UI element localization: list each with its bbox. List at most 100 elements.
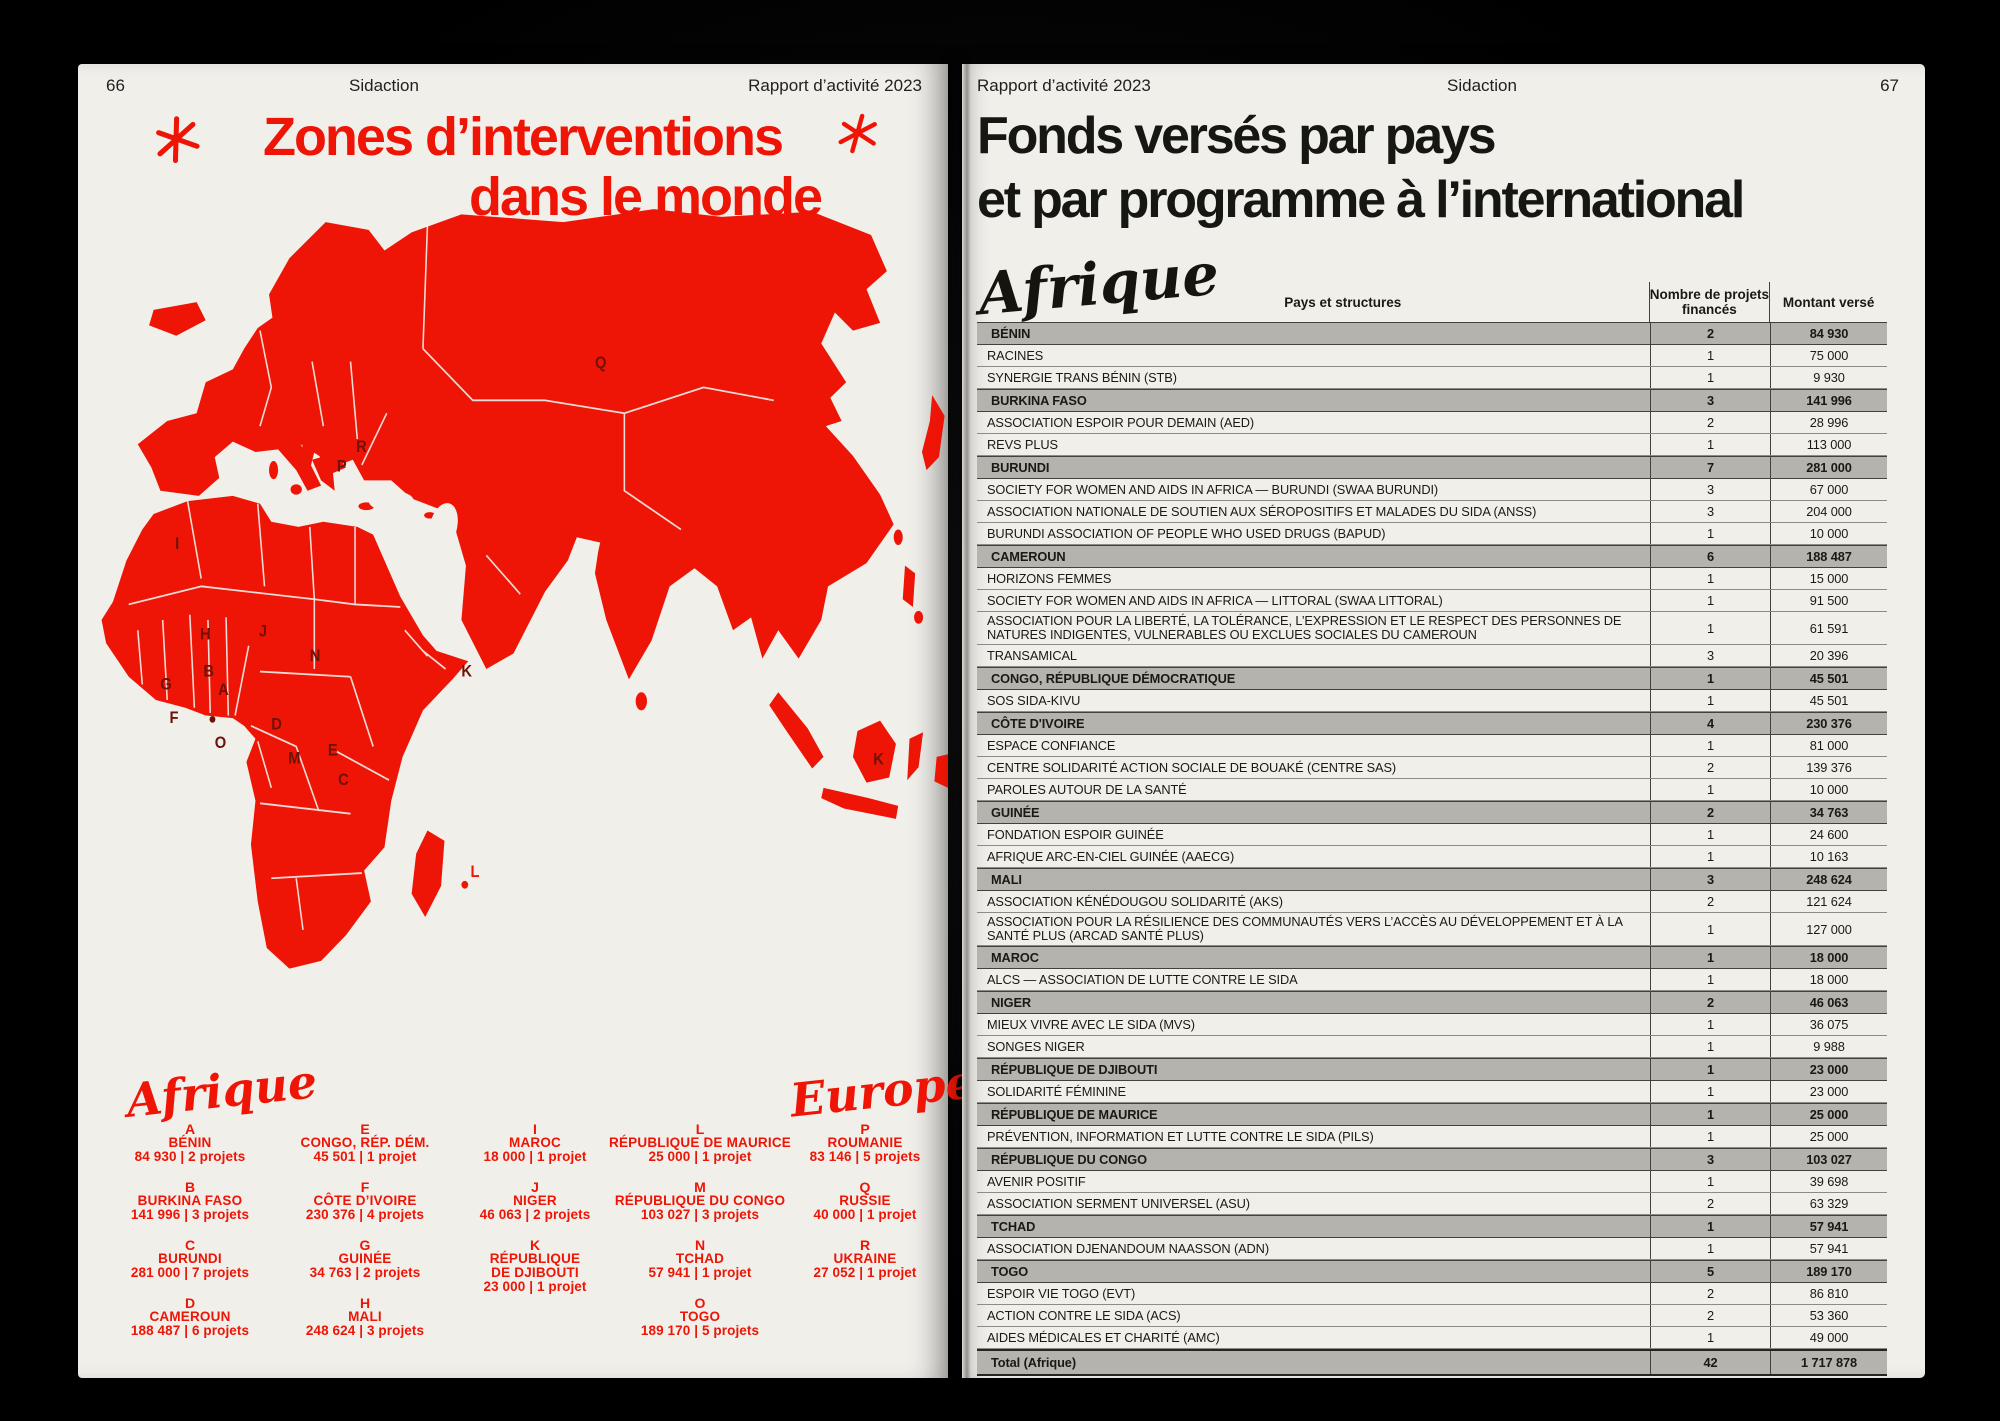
cell-amount: 121 624 xyxy=(1770,891,1887,912)
table-row: ASSOCIATION POUR LA LIBERTÉ, LA TOLÉRANC… xyxy=(977,612,1887,645)
cell-structure-name: AFRIQUE ARC-EN-CIEL GUINÉE (AAECG) xyxy=(987,848,1235,864)
legend-country: RÉPUBLIQUE DU CONGO xyxy=(614,1193,786,1208)
cell-projects-count: 3 xyxy=(1650,1149,1770,1170)
cell-structure-name: SOCIETY FOR WOMEN AND AIDS IN AFRICA — L… xyxy=(987,592,1443,608)
cell-structure-name: SOS SIDA-KIVU xyxy=(987,692,1081,708)
cell-projects-count: 1 xyxy=(1650,1081,1770,1102)
legend-letter: I xyxy=(533,1121,537,1137)
map-label-benin: A xyxy=(218,681,229,699)
legend-stats: 248 624 | 3 projets xyxy=(305,1323,425,1338)
cell-projects-count: 1 xyxy=(1650,668,1770,689)
map-label-djibouti: K xyxy=(461,663,472,681)
cell-projects-count: 1 xyxy=(1650,779,1770,800)
table-row: GUINÉE 2 34 763 xyxy=(977,801,1887,824)
cell-projects-count: 1 xyxy=(1650,1126,1770,1147)
cell-amount: 53 360 xyxy=(1770,1305,1887,1326)
table-row: RÉPUBLIQUE DU CONGO 3 103 027 xyxy=(977,1148,1887,1171)
cell-projects-count: 1 xyxy=(1650,1036,1770,1057)
legend-stats: 23 000 | 1 projet xyxy=(483,1279,587,1294)
legend-letter: C xyxy=(184,1237,196,1253)
legend-item: R UKRAINE 27 052 | 1 projet xyxy=(770,1238,960,1280)
table-row: BÉNIN 2 84 930 xyxy=(977,322,1887,345)
cell-amount: 230 376 xyxy=(1770,713,1887,734)
map-label-cameroun: D xyxy=(271,716,282,734)
cell-amount: 18 000 xyxy=(1770,947,1887,968)
running-head-report: Rapport d’activité 2023 xyxy=(977,76,1151,95)
cell-amount: 189 170 xyxy=(1770,1261,1887,1282)
table-row: ESPACE CONFIANCE 1 81 000 xyxy=(977,735,1887,757)
cell-structure-name: TRANSAMICAL xyxy=(987,647,1077,663)
cell-projects-count: 2 xyxy=(1650,412,1770,433)
page-title-line1: Zones d’interventions xyxy=(262,107,784,167)
cell-projects-count: 1 xyxy=(1650,1104,1770,1125)
cell-structure-name: SOCIETY FOR WOMEN AND AIDS IN AFRICA — B… xyxy=(987,481,1439,497)
page-title: Fonds versés par pays et par programme à… xyxy=(977,104,1745,232)
cell-projects-count: 1 xyxy=(1650,913,1770,945)
legend-letter: M xyxy=(694,1179,706,1195)
legend-country: NIGER xyxy=(513,1193,557,1208)
cell-projects-count: 1 xyxy=(1650,345,1770,366)
legend-stats: 189 170 | 5 projets xyxy=(640,1323,760,1338)
legend-item: I MAROC 18 000 | 1 projet xyxy=(440,1122,630,1164)
cell-projects-count: 3 xyxy=(1650,390,1770,411)
table-row: BURKINA FASO 3 141 996 xyxy=(977,389,1887,412)
table-row: CONGO, RÉPUBLIQUE DÉMOCRATIQUE 1 45 501 xyxy=(977,667,1887,690)
cell-amount: 139 376 xyxy=(1770,757,1887,778)
cell-projects-count: 2 xyxy=(1650,757,1770,778)
table-row: NIGER 2 46 063 xyxy=(977,991,1887,1014)
map-label-niger: J xyxy=(259,623,267,641)
cell-amount: 63 329 xyxy=(1770,1193,1887,1214)
cell-projects-count: 2 xyxy=(1650,802,1770,823)
right-running-head: Rapport d’activité 2023 Sidaction 67 xyxy=(962,76,1925,98)
legend-stats: 103 027 | 3 projets xyxy=(640,1207,760,1222)
legend-column-afrique-1: A BÉNIN 84 930 | 2 projets B BURKINA FAS… xyxy=(95,1122,285,1354)
cell-amount: 10 000 xyxy=(1770,523,1887,544)
cell-structure-name: ESPACE CONFIANCE xyxy=(987,737,1116,753)
legend-letter: E xyxy=(360,1121,370,1137)
legend-country: BURUNDI xyxy=(158,1251,222,1266)
table-row: TCHAD 1 57 941 xyxy=(977,1215,1887,1238)
cell-projects-count: 1 xyxy=(1650,367,1770,388)
running-head-brand: Sidaction xyxy=(1447,76,1517,95)
cell-projects-count: 2 xyxy=(1650,1193,1770,1214)
cell-structure-name: ESPOIR VIE TOGO (EVT) xyxy=(987,1285,1136,1301)
cell-structure-name: CONGO, RÉPUBLIQUE DÉMOCRATIQUE xyxy=(991,670,1236,686)
legend-column-afrique-2: E CONGO, RÉP. DÉM. 45 501 | 1 projet F C… xyxy=(270,1122,460,1354)
legend-stats: 281 000 | 7 projets xyxy=(130,1265,250,1280)
legend-country: UKRAINE xyxy=(833,1251,897,1266)
map-label-russie: Q xyxy=(595,354,606,372)
cell-amount: 49 000 xyxy=(1770,1327,1887,1348)
legend-letter: H xyxy=(359,1295,371,1311)
cell-amount: 61 591 xyxy=(1770,612,1887,644)
legend-letter: J xyxy=(531,1179,539,1195)
table-row: CENTRE SOLIDARITÉ ACTION SOCIALE DE BOUA… xyxy=(977,757,1887,779)
table-row: ASSOCIATION SERMENT UNIVERSEL (ASU) 2 63… xyxy=(977,1193,1887,1215)
map-label-mali: H xyxy=(200,625,211,643)
map-landmass xyxy=(101,209,948,969)
legend-country: RÉPUBLIQUE DE MAURICE xyxy=(609,1135,791,1150)
legend-country: ROUMANIE xyxy=(827,1135,903,1150)
map-label-tchad: N xyxy=(310,647,321,665)
cell-amount: 81 000 xyxy=(1770,735,1887,756)
table-row: REVS PLUS 1 113 000 xyxy=(977,434,1887,456)
cell-structure-name: ASSOCIATION ESPOIR POUR DEMAIN (AED) xyxy=(987,414,1255,430)
cell-amount: 34 763 xyxy=(1770,802,1887,823)
cell-structure-name: CÔTE D'IVOIRE xyxy=(991,715,1085,731)
legend-stats: 46 063 | 2 projets xyxy=(479,1207,591,1222)
legend-item: J NIGER 46 063 | 2 projets xyxy=(440,1180,630,1222)
cell-structure-name: SOLIDARITÉ FÉMININE xyxy=(987,1083,1126,1099)
map-label-rdc: E xyxy=(328,742,338,760)
cell-projects-count: 3 xyxy=(1650,869,1770,890)
map-country-borders xyxy=(128,224,774,931)
legend-stats: 188 487 | 6 projets xyxy=(130,1323,250,1338)
cell-projects-count: 1 xyxy=(1650,1059,1770,1080)
legend-country: MALI xyxy=(348,1309,382,1324)
cell-amount: 57 941 xyxy=(1770,1216,1887,1237)
cell-structure-name: MIEUX VIVRE AVEC LE SIDA (MVS) xyxy=(987,1016,1195,1032)
running-head-report: Rapport d’activité 2023 xyxy=(748,76,922,95)
cell-structure-name: PAROLES AUTOUR DE LA SANTÉ xyxy=(987,781,1187,797)
cell-structure-name: RÉPUBLIQUE DE DJIBOUTI xyxy=(991,1061,1158,1077)
table-row: SOCIETY FOR WOMEN AND AIDS IN AFRICA — B… xyxy=(977,479,1887,501)
table-row: FONDATION ESPOIR GUINÉE 1 24 600 xyxy=(977,824,1887,846)
legend-letter: R xyxy=(859,1237,871,1253)
